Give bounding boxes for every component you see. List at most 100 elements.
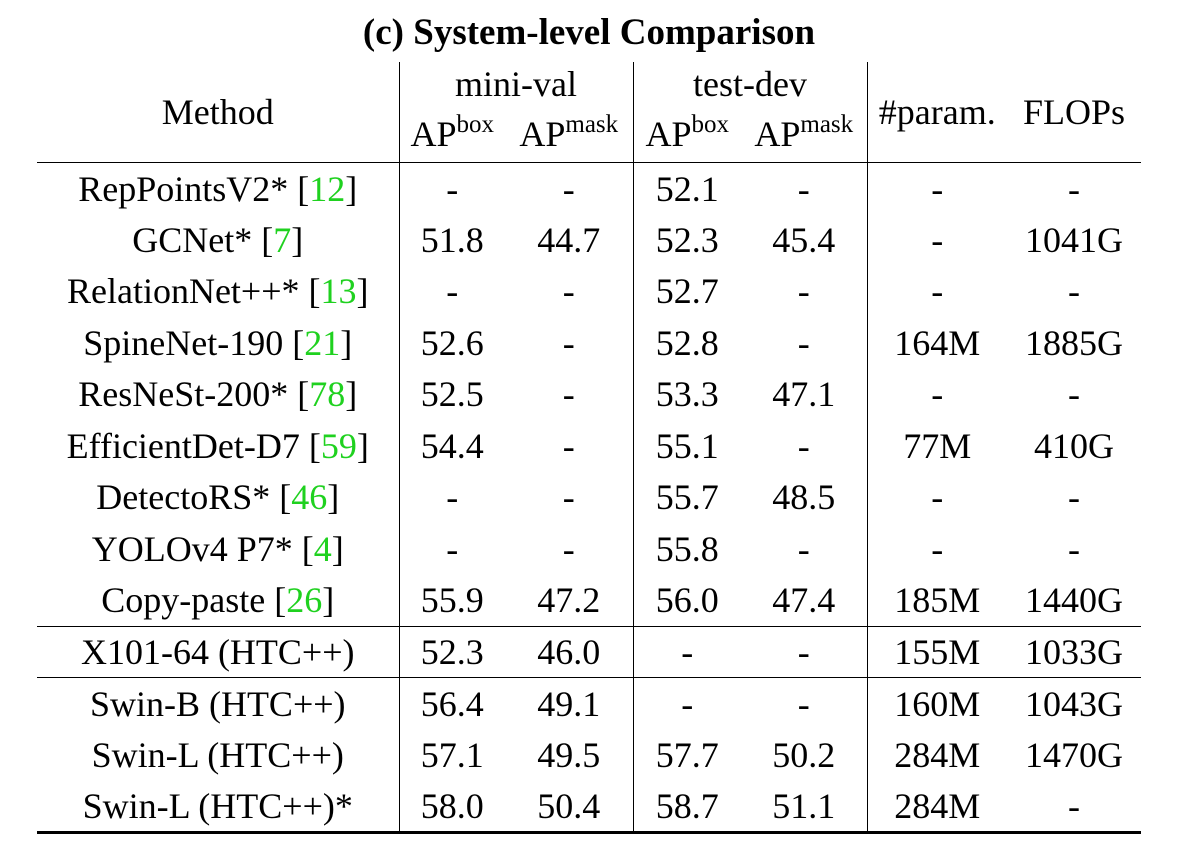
testdev-ap-mask-cell: - bbox=[797, 168, 810, 209]
minival-ap-box-cell: 52.5 bbox=[398, 368, 505, 420]
table-caption: (c) System-level Comparison bbox=[362, 12, 816, 53]
params-cell: 164M bbox=[866, 317, 1008, 369]
method-cell: SpineNet-190 [21] bbox=[83, 322, 353, 363]
minival-ap-mask-cell: - bbox=[562, 168, 575, 209]
method-cell: Copy-paste [26] bbox=[101, 580, 335, 620]
table-row: DetectoRS* [46] - - 55.7 48.5 - - bbox=[37, 471, 1141, 523]
method-cell: Swin-B (HTC++) bbox=[37, 677, 399, 729]
params-cell: - bbox=[866, 265, 1008, 317]
citation-link[interactable]: 46 bbox=[291, 477, 328, 518]
header-group-minival: mini-val bbox=[398, 62, 634, 106]
testdev-ap-box-cell: 55.1 bbox=[632, 420, 742, 472]
table-row: Swin-L (HTC++) 57.1 49.5 57.7 50.2 284M … bbox=[37, 729, 1141, 781]
minival-ap-mask-cell: - bbox=[562, 425, 575, 466]
method-cell: ResNeSt-200* [78] bbox=[78, 374, 358, 415]
method-cell: YOLOv4 P7* [4] bbox=[91, 528, 344, 569]
table-header: Method mini-val test-dev #param. FLOPs A… bbox=[37, 62, 1142, 163]
citation-link[interactable]: 59 bbox=[320, 425, 357, 466]
testdev-ap-mask-cell: 51.1 bbox=[741, 780, 868, 834]
flops-cell: - bbox=[1007, 780, 1142, 834]
minival-ap-box-cell: 58.0 bbox=[398, 780, 505, 834]
minival-ap-box-cell: 56.4 bbox=[398, 677, 505, 729]
testdev-ap-mask-cell: - bbox=[797, 322, 810, 363]
params-cell: - bbox=[866, 523, 1008, 575]
header-method: Method bbox=[161, 92, 274, 132]
header-params: #param. bbox=[866, 62, 1008, 162]
flops-cell: - bbox=[1068, 477, 1081, 518]
minival-ap-box-cell: 52.6 bbox=[398, 317, 505, 369]
flops-cell: - bbox=[1068, 374, 1081, 415]
flops-cell: - bbox=[1068, 168, 1081, 209]
minival-ap-box-cell: 57.1 bbox=[398, 729, 505, 781]
method-cell: Swin-L (HTC++)* bbox=[37, 780, 399, 834]
minival-ap-mask-cell: 46.0 bbox=[505, 625, 634, 678]
table-row: X101-64 (HTC++) 52.3 46.0 - - 155M 1033G bbox=[37, 625, 1142, 678]
testdev-ap-mask-cell: 47.1 bbox=[772, 374, 836, 415]
header-minival-ap-mask: APmask bbox=[519, 111, 619, 154]
params-cell: - bbox=[866, 368, 1008, 420]
testdev-ap-mask-cell: 45.4 bbox=[772, 219, 836, 260]
citation-link[interactable]: 78 bbox=[309, 374, 346, 415]
minival-ap-mask-cell: 47.2 bbox=[537, 580, 601, 620]
comparison-table: Method mini-val test-dev #param. FLOPs A… bbox=[37, 62, 1142, 834]
citation-link[interactable]: 21 bbox=[304, 322, 341, 363]
params-cell: 284M bbox=[866, 780, 1008, 834]
testdev-ap-mask-cell: 50.2 bbox=[772, 734, 836, 775]
citation-link[interactable]: 13 bbox=[320, 271, 357, 312]
minival-ap-box-cell: 55.9 bbox=[398, 574, 505, 626]
testdev-ap-mask-cell: 47.4 bbox=[772, 580, 836, 620]
citation-link[interactable]: 7 bbox=[273, 219, 292, 260]
minival-ap-box-cell: - bbox=[398, 471, 505, 523]
table-row: ResNeSt-200* [78] 52.5 - 53.3 47.1 - - bbox=[37, 368, 1141, 420]
minival-ap-mask-cell: 44.7 bbox=[537, 219, 601, 260]
citation-link[interactable]: 26 bbox=[286, 580, 323, 620]
params-cell: 160M bbox=[866, 677, 1008, 729]
method-cell: Swin-L (HTC++) bbox=[91, 734, 344, 775]
testdev-ap-box-cell: - bbox=[632, 625, 742, 678]
params-cell: 77M bbox=[866, 420, 1008, 472]
flops-cell: 1440G bbox=[1025, 580, 1124, 620]
testdev-ap-mask-cell: - bbox=[741, 677, 868, 729]
minival-ap-mask-cell: - bbox=[562, 271, 575, 312]
minival-ap-box-cell: - bbox=[398, 162, 505, 214]
header-minival-ap-box: APbox bbox=[398, 106, 505, 162]
minival-ap-mask-cell: 49.1 bbox=[505, 677, 634, 729]
flops-cell: 1041G bbox=[1025, 219, 1124, 260]
citation-link[interactable]: 12 bbox=[309, 168, 346, 209]
params-cell: 185M bbox=[866, 574, 1008, 626]
table-row: Swin-L (HTC++)* 58.0 50.4 58.7 51.1 284M… bbox=[37, 780, 1142, 834]
flops-cell: 1033G bbox=[1007, 625, 1142, 678]
flops-cell: 1885G bbox=[1025, 322, 1124, 363]
minival-ap-box-cell: 54.4 bbox=[398, 420, 505, 472]
minival-ap-mask-cell: 49.5 bbox=[537, 734, 601, 775]
minival-ap-mask-cell: - bbox=[562, 528, 575, 569]
minival-ap-box-cell: - bbox=[398, 523, 505, 575]
testdev-ap-mask-cell: - bbox=[797, 528, 810, 569]
minival-ap-box-cell: 51.8 bbox=[398, 214, 505, 266]
testdev-ap-box-cell: 57.7 bbox=[632, 729, 742, 781]
testdev-ap-box-cell: 52.1 bbox=[632, 162, 742, 214]
flops-cell: 1043G bbox=[1007, 677, 1142, 729]
minival-ap-box-cell: 52.3 bbox=[398, 625, 505, 678]
params-cell: 284M bbox=[866, 729, 1008, 781]
flops-cell: - bbox=[1068, 528, 1081, 569]
method-cell: X101-64 (HTC++) bbox=[37, 625, 399, 678]
table-row: EfficientDet-D7 [59] 54.4 - 55.1 - 77M 4… bbox=[37, 420, 1141, 472]
method-cell: EfficientDet-D7 [59] bbox=[66, 425, 369, 466]
params-cell: - bbox=[866, 214, 1008, 266]
testdev-ap-box-cell: 56.0 bbox=[632, 574, 742, 626]
minival-ap-mask-cell: 50.4 bbox=[505, 780, 634, 834]
citation-link[interactable]: 4 bbox=[313, 528, 332, 569]
testdev-ap-box-cell: 58.7 bbox=[632, 780, 742, 834]
params-cell: - bbox=[866, 162, 1008, 214]
testdev-ap-box-cell: - bbox=[632, 677, 742, 729]
testdev-ap-box-cell: 52.3 bbox=[632, 214, 742, 266]
method-cell: DetectoRS* [46] bbox=[96, 477, 340, 518]
testdev-ap-box-cell: 52.7 bbox=[632, 265, 742, 317]
params-cell: - bbox=[866, 471, 1008, 523]
method-cell: GCNet* [7] bbox=[132, 219, 304, 260]
testdev-ap-box-cell: 52.8 bbox=[632, 317, 742, 369]
table-row: RepPointsV2* [12] - - 52.1 - - - bbox=[37, 162, 1141, 214]
flops-cell: 410G bbox=[1034, 425, 1115, 466]
